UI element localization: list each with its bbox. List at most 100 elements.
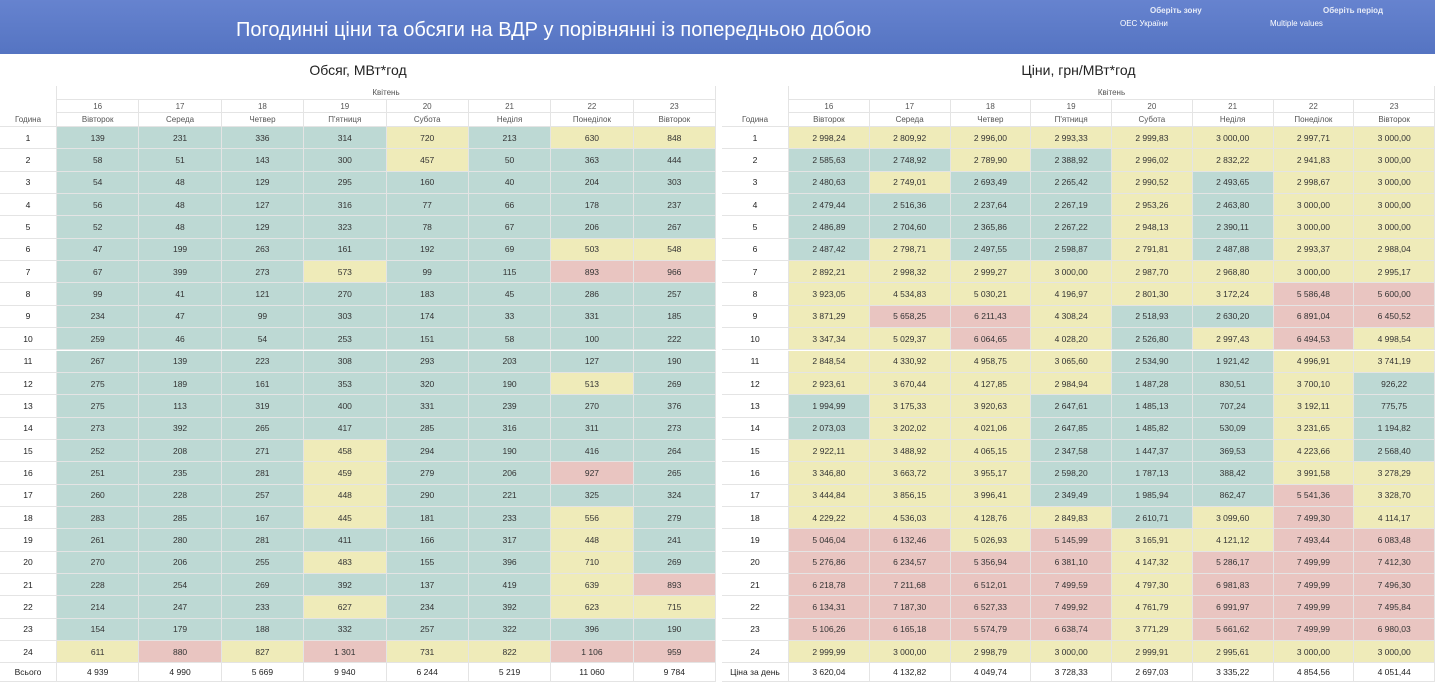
value-cell: 2 497,55 xyxy=(950,238,1032,262)
hour-label: 6 xyxy=(0,238,57,262)
hour-label: 19 xyxy=(0,529,57,552)
hour-label: 17 xyxy=(722,484,789,507)
value-cell: 40 xyxy=(468,171,552,195)
value-cell: 129 xyxy=(221,216,305,239)
day-header: 19 xyxy=(1031,100,1112,113)
value-cell: 1 301 xyxy=(304,641,387,664)
value-cell: 3 488,92 xyxy=(869,439,951,463)
value-cell: 325 xyxy=(551,484,634,507)
value-cell: 2 987,70 xyxy=(1112,261,1193,284)
value-cell: 392 xyxy=(304,574,387,597)
hour-label: 10 xyxy=(722,328,789,351)
value-cell: 77 xyxy=(386,194,469,217)
value-cell: 448 xyxy=(551,529,634,552)
hour-label: 20 xyxy=(722,551,789,574)
value-cell: 308 xyxy=(304,350,387,373)
value-cell: 3 991,58 xyxy=(1273,462,1355,485)
value-cell: 324 xyxy=(633,484,716,507)
value-cell: 3 000,00 xyxy=(1031,261,1112,284)
value-cell: 286 xyxy=(551,283,634,306)
value-cell: 273 xyxy=(633,417,716,440)
value-cell: 7 499,99 xyxy=(1273,596,1355,619)
value-cell: 7 493,44 xyxy=(1273,529,1355,552)
hour-label: 8 xyxy=(722,283,789,306)
total-cell: 3 620,04 xyxy=(789,663,870,682)
value-cell: 188 xyxy=(221,618,305,642)
value-cell: 174 xyxy=(386,305,469,329)
value-cell: 2 998,79 xyxy=(950,641,1032,664)
value-cell: 3 670,44 xyxy=(869,372,951,396)
value-cell: 48 xyxy=(139,216,222,239)
value-cell: 3 000,00 xyxy=(1354,149,1435,172)
value-cell: 503 xyxy=(551,238,634,262)
value-cell: 2 647,85 xyxy=(1031,417,1112,440)
value-cell: 2 995,61 xyxy=(1192,641,1274,664)
value-cell: 775,75 xyxy=(1354,395,1435,418)
value-cell: 294 xyxy=(386,439,469,463)
value-cell: 285 xyxy=(139,506,222,530)
value-cell: 167 xyxy=(221,506,305,530)
value-cell: 33 xyxy=(468,305,552,329)
hour-label: 7 xyxy=(722,261,789,284)
value-cell: 3 000,00 xyxy=(1354,171,1435,195)
value-cell: 5 286,17 xyxy=(1192,551,1274,574)
value-cell: 235 xyxy=(139,462,222,485)
value-cell: 5 029,37 xyxy=(869,328,951,351)
weekday-header: Неділя xyxy=(468,113,552,127)
value-cell: 129 xyxy=(221,171,305,195)
total-cell: 3 335,22 xyxy=(1192,663,1274,682)
value-cell: 5 026,93 xyxy=(950,529,1032,552)
value-cell: 5 541,36 xyxy=(1273,484,1355,507)
hour-label: 13 xyxy=(0,395,57,418)
value-cell: 4 998,54 xyxy=(1354,328,1435,351)
value-cell: 4 223,66 xyxy=(1273,439,1355,463)
value-cell: 190 xyxy=(633,618,716,642)
value-cell: 458 xyxy=(304,439,387,463)
value-cell: 264 xyxy=(633,439,716,463)
value-cell: 234 xyxy=(386,596,469,619)
section-title: Обсяг, МВт*год xyxy=(309,62,407,78)
zone-value[interactable]: ОЕС України xyxy=(1120,19,1168,28)
hour-label: 2 xyxy=(722,149,789,172)
value-cell: 2 704,60 xyxy=(869,216,951,239)
value-cell: 67 xyxy=(57,261,140,284)
value-cell: 295 xyxy=(304,171,387,195)
value-cell: 331 xyxy=(551,305,634,329)
day-header: 18 xyxy=(221,100,305,113)
value-cell: 3 000,00 xyxy=(1354,194,1435,217)
value-cell: 5 030,21 xyxy=(950,283,1032,306)
value-cell: 4 021,06 xyxy=(950,417,1032,440)
value-cell: 2 848,54 xyxy=(789,350,870,373)
value-cell: 257 xyxy=(386,618,469,642)
value-cell: 275 xyxy=(57,372,140,396)
value-cell: 2 999,27 xyxy=(950,261,1032,284)
value-cell: 7 211,68 xyxy=(869,574,951,597)
value-cell: 2 832,22 xyxy=(1192,149,1274,172)
value-cell: 399 xyxy=(139,261,222,284)
value-cell: 5 356,94 xyxy=(950,551,1032,574)
value-cell: 223 xyxy=(221,350,305,373)
value-cell: 400 xyxy=(304,395,387,418)
value-cell: 3 871,29 xyxy=(789,305,870,329)
period-value[interactable]: Multiple values xyxy=(1270,19,1323,28)
value-cell: 3 346,80 xyxy=(789,462,870,485)
value-cell: 51 xyxy=(139,149,222,172)
value-cell: 50 xyxy=(468,149,552,172)
value-cell: 52 xyxy=(57,216,140,239)
value-cell: 269 xyxy=(633,551,716,574)
day-header: 16 xyxy=(57,100,140,113)
value-cell: 396 xyxy=(468,551,552,574)
value-cell: 58 xyxy=(468,328,552,351)
value-cell: 1 985,94 xyxy=(1112,484,1193,507)
value-cell: 4 536,03 xyxy=(869,506,951,530)
value-cell: 263 xyxy=(221,238,305,262)
value-cell: 392 xyxy=(468,596,552,619)
hour-label: 11 xyxy=(0,350,57,373)
value-cell: 58 xyxy=(57,149,140,172)
value-cell: 363 xyxy=(551,149,634,172)
value-cell: 46 xyxy=(139,328,222,351)
row-header: Година xyxy=(0,113,57,127)
value-cell: 228 xyxy=(139,484,222,507)
value-cell: 261 xyxy=(57,529,140,552)
value-cell: 66 xyxy=(468,194,552,217)
